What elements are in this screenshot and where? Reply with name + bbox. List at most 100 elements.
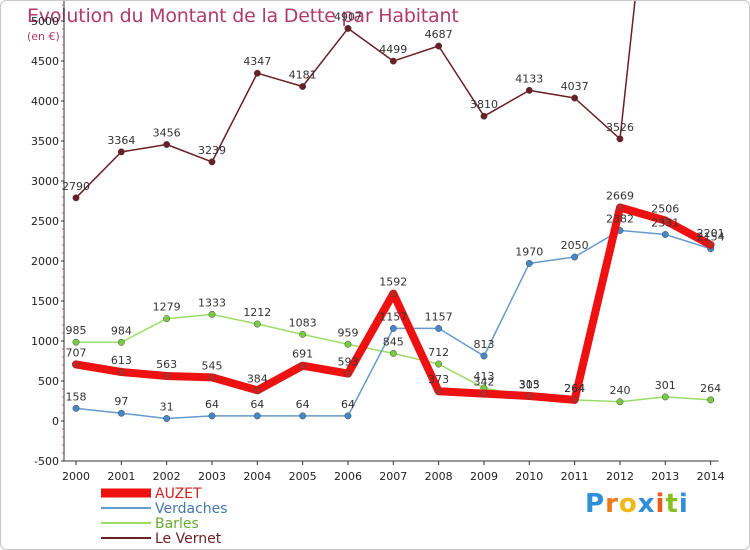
- data-point-auzet: [253, 386, 261, 394]
- data-label: 301: [655, 379, 676, 392]
- data-point-auzet: [163, 372, 171, 380]
- legend-label: AUZET: [155, 486, 202, 502]
- x-tick-label: 2014: [697, 470, 725, 483]
- y-tick-label: 3500: [31, 135, 59, 148]
- data-label: 97: [114, 395, 128, 408]
- y-tick-label: -500: [34, 455, 59, 468]
- data-point-auzet: [208, 373, 216, 381]
- data-point-verdaches: [72, 404, 80, 412]
- logo-letter: P: [585, 489, 606, 519]
- proxiti-logo: Proxiti: [585, 489, 689, 519]
- data-label: 264: [700, 382, 721, 395]
- chart-subtitle: (en €): [27, 30, 60, 43]
- x-tick-label: 2006: [334, 470, 362, 483]
- data-label: 3810: [470, 98, 498, 111]
- data-point-auzet: [480, 390, 488, 398]
- logo-letter: x: [637, 489, 656, 519]
- data-label: 712: [428, 346, 449, 359]
- data-label: 4687: [425, 28, 453, 41]
- data-point-verdaches: [344, 412, 352, 420]
- logo-letter: t: [665, 489, 679, 519]
- x-tick-label: 2013: [651, 470, 679, 483]
- data-point-barles: [72, 338, 80, 346]
- data-label: 813: [473, 338, 494, 351]
- legend-label: Verdaches: [155, 501, 228, 517]
- data-label: 64: [250, 398, 264, 411]
- data-label: 4347: [243, 55, 271, 68]
- chart-title: Evolution du Montant de la Dette par Hab…: [27, 5, 459, 27]
- data-label: 691: [292, 348, 313, 361]
- axes: -500 0 500 1000 1500 2000 2500 3000 3500 4000 4500…: [31, 1, 725, 483]
- data-point-verdaches: [571, 253, 579, 261]
- data-label: 1970: [515, 245, 543, 258]
- data-label: 4037: [561, 80, 589, 93]
- data-label: 64: [205, 398, 219, 411]
- data-point-verdaches: [163, 415, 171, 422]
- data-point-auzet: [435, 387, 443, 395]
- data-label: 313: [519, 378, 540, 391]
- x-tick-label: 2010: [515, 470, 543, 483]
- data-label: 264: [564, 382, 585, 395]
- data-point-verdaches: [253, 412, 261, 420]
- data-label: 4907: [334, 10, 362, 23]
- x-tick-label: 2002: [153, 470, 181, 483]
- data-point-le-vernet: [253, 69, 261, 77]
- data-label: 959: [337, 326, 358, 339]
- data-label: 2201: [697, 227, 725, 240]
- data-label: 264: [564, 382, 585, 395]
- data-label: 1083: [289, 316, 317, 329]
- data-label: 563: [156, 358, 177, 371]
- data-label: 64: [341, 398, 355, 411]
- data-label: 1157: [425, 310, 453, 323]
- data-point-auzet: [525, 392, 533, 400]
- data-point-auzet: [707, 241, 715, 249]
- x-tick-label: 2003: [198, 470, 226, 483]
- data-label: 707: [66, 346, 87, 359]
- data-point-barles: [661, 393, 669, 401]
- data-label: 2331: [651, 217, 679, 230]
- data-label: 984: [111, 324, 132, 337]
- series-lines: [72, 1, 715, 422]
- data-label: 1333: [198, 296, 226, 309]
- x-tick-label: 2011: [561, 470, 589, 483]
- data-label: 613: [111, 354, 132, 367]
- x-tick-label: 2005: [289, 470, 317, 483]
- logo-letter: i: [655, 489, 666, 519]
- data-point-barles: [299, 330, 307, 338]
- data-point-barles: [707, 396, 715, 404]
- data-point-verdaches: [525, 259, 533, 267]
- data-point-auzet: [661, 217, 669, 224]
- data-point-auzet: [616, 204, 624, 211]
- data-label: 158: [66, 390, 87, 403]
- data-point-auzet: [344, 370, 352, 378]
- data-point-verdaches: [661, 231, 669, 238]
- data-point-barles: [163, 315, 171, 323]
- data-point-le-vernet: [480, 112, 488, 120]
- data-point-auzet: [117, 368, 125, 376]
- data-point-verdaches: [208, 412, 216, 420]
- y-tick-label: 3000: [31, 175, 59, 188]
- data-label: 3239: [198, 144, 226, 157]
- data-point-le-vernet: [117, 148, 125, 156]
- data-point-le-vernet: [389, 57, 397, 65]
- logo-letter: r: [605, 489, 619, 519]
- y-tick-label: 4500: [31, 55, 59, 68]
- data-point-le-vernet: [299, 83, 307, 90]
- data-label: 4133: [515, 72, 543, 85]
- series-line-le-vernet: [75, 1, 636, 199]
- data-label: 1157: [379, 310, 407, 323]
- data-label: 2382: [606, 212, 634, 225]
- x-tick-label: 2000: [62, 470, 90, 483]
- data-point-barles: [344, 340, 352, 348]
- data-point-verdaches: [435, 324, 443, 332]
- data-point-le-vernet: [163, 141, 171, 148]
- data-point-verdaches: [117, 409, 125, 417]
- data-point-le-vernet: [616, 135, 624, 143]
- data-label: 593: [337, 356, 358, 369]
- y-tick-label: 1000: [31, 335, 59, 348]
- data-label: 3456: [153, 127, 181, 140]
- x-tick-label: 2004: [243, 470, 271, 483]
